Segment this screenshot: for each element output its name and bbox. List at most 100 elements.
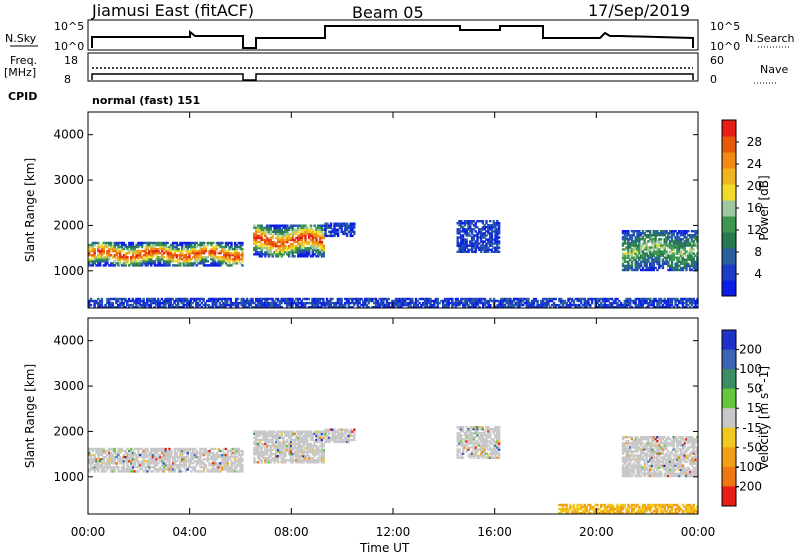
velocity-cell — [286, 439, 288, 441]
power-cell — [547, 302, 549, 304]
velocity-cell — [292, 431, 294, 433]
power-cell — [330, 223, 332, 225]
power-cell — [166, 242, 168, 244]
velocity-cell — [203, 468, 205, 470]
power-cell — [647, 240, 649, 242]
power-cell — [261, 225, 263, 227]
velocity-cell — [279, 441, 281, 443]
velocity-cell — [323, 443, 325, 445]
nsearch-bottom-tick: 10^0 — [710, 40, 740, 53]
power-cell — [112, 302, 114, 304]
power-cell — [653, 269, 655, 271]
nsearch-top-tick: 10^5 — [710, 20, 740, 33]
velocity-cell — [462, 426, 464, 428]
velocity-cell — [227, 462, 229, 464]
velocity-cell — [214, 448, 216, 450]
power-cell — [101, 298, 103, 300]
power-cell — [123, 302, 125, 304]
power-cell — [658, 261, 660, 263]
power-cell — [437, 298, 439, 300]
power-cell — [214, 252, 216, 254]
power-cell — [457, 238, 459, 240]
power-cell — [172, 256, 174, 258]
velocity-cell — [174, 468, 176, 470]
power-cell — [498, 247, 500, 249]
power-cell — [177, 302, 179, 304]
power-cell — [660, 242, 662, 244]
nsearch-label: N.Search — [745, 32, 795, 45]
velocity-cell — [187, 454, 189, 456]
date-title: 17/Sep/2019 — [588, 1, 690, 20]
velocity-cell — [181, 470, 183, 472]
power-cell — [99, 262, 101, 264]
power-cell — [331, 298, 333, 300]
power-cell — [128, 252, 130, 254]
power-cell — [321, 241, 323, 243]
velocity-cell — [323, 449, 325, 451]
power-cell — [489, 304, 491, 306]
power-cell — [110, 242, 112, 244]
power-cell — [485, 234, 487, 236]
power-cell — [627, 230, 629, 232]
power-cell — [368, 302, 370, 304]
velocity-cell — [216, 458, 218, 460]
power-cell — [654, 267, 656, 269]
power-cell — [631, 236, 633, 238]
power-cell — [230, 242, 232, 244]
power-cell — [536, 300, 538, 302]
velocity-cell — [146, 448, 148, 450]
velocity-cell — [241, 468, 243, 470]
velocity-cell — [273, 431, 275, 433]
power-cell — [310, 225, 312, 227]
power-cell — [90, 304, 92, 306]
power-cell — [123, 248, 125, 250]
velocity-cell — [170, 450, 172, 452]
power-cell — [272, 237, 274, 239]
power-cell — [236, 262, 238, 264]
power-cell — [653, 302, 655, 304]
power-cell — [207, 260, 209, 262]
velocity-cell — [192, 462, 194, 464]
velocity-cell — [261, 447, 263, 449]
power-cell — [622, 244, 624, 246]
y-tick-label: 2000 — [53, 218, 84, 232]
velocity-cell — [187, 468, 189, 470]
power-cell — [293, 255, 295, 257]
y-axis-title: Slant Range [km] — [23, 158, 37, 262]
velocity-cell — [241, 454, 243, 456]
velocity-cell — [323, 453, 325, 455]
power-cell — [241, 264, 243, 266]
power-cell — [682, 269, 684, 271]
power-cell — [208, 304, 210, 306]
freq-trace — [92, 74, 693, 80]
power-cell — [308, 298, 310, 300]
power-cell — [471, 230, 473, 232]
power-cell — [286, 241, 288, 243]
power-cell — [103, 248, 105, 250]
velocity-cell — [323, 457, 325, 459]
power-cell — [438, 302, 440, 304]
nsky-label: N.Sky — [5, 32, 37, 45]
power-cell — [110, 254, 112, 256]
nave-top-tick: 60 — [710, 54, 724, 67]
velocity-cell — [315, 445, 317, 447]
power-cell — [411, 298, 413, 300]
nave-bottom-tick: 0 — [710, 73, 717, 86]
power-cell — [627, 269, 629, 271]
power-cell — [693, 248, 695, 250]
power-cell — [341, 227, 343, 229]
power-cell — [203, 252, 205, 254]
power-cell — [205, 248, 207, 250]
power-cell — [94, 252, 96, 254]
power-cell — [464, 224, 466, 226]
power-cell — [286, 225, 288, 227]
power-cell — [280, 302, 282, 304]
power-cell — [101, 302, 103, 304]
power-cell — [308, 241, 310, 243]
velocity-cell — [97, 468, 99, 470]
power-cell — [656, 269, 658, 271]
power-cell — [636, 269, 638, 271]
power-cell — [216, 248, 218, 250]
